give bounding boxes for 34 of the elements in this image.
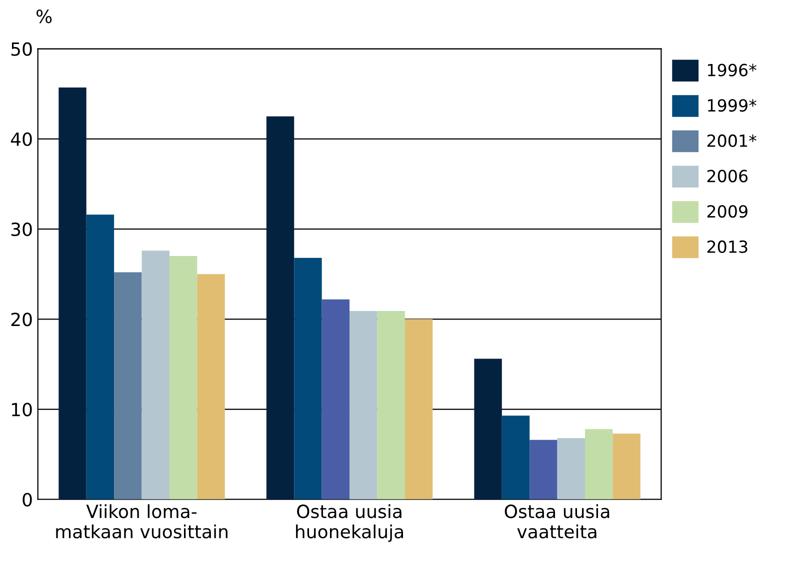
bar (404, 319, 433, 500)
y-tick-label: 30 (11, 222, 32, 236)
bar (294, 258, 322, 500)
legend-label: 2006 (707, 170, 748, 182)
legend-label: 2001* (707, 134, 756, 148)
legend-label: 2013 (707, 240, 748, 254)
legend-label: 1999* (708, 99, 756, 112)
x-tick-label: Ostaa uusia huonekaluja (296, 504, 404, 542)
bar (474, 358, 502, 500)
bar (322, 299, 350, 500)
bar (585, 429, 613, 500)
bar (377, 311, 405, 500)
y-axis-title: % (36, 10, 52, 24)
bar (502, 416, 530, 500)
x-tick-label: Viikon loma- matkaan vuosittain (56, 504, 228, 538)
y-tick-label: 0 (22, 492, 32, 506)
bar (114, 272, 142, 500)
y-tick-label: 50 (11, 42, 32, 56)
bar (169, 256, 198, 500)
bar (266, 116, 294, 500)
bar (530, 440, 558, 500)
y-tick-label: 40 (10, 132, 32, 146)
bar (350, 311, 378, 500)
bar (197, 274, 225, 500)
bar (142, 250, 170, 500)
y-tick-label: 10 (12, 402, 32, 416)
y-tick-label: 20 (11, 312, 32, 326)
bar (612, 434, 640, 500)
bar (557, 438, 585, 500)
bar (86, 214, 114, 500)
x-tick-label: Ostaa uusia vaatteita (504, 504, 610, 538)
bar (58, 88, 86, 500)
legend-label: 1996* (708, 64, 756, 76)
legend-label: 2009 (707, 205, 748, 218)
